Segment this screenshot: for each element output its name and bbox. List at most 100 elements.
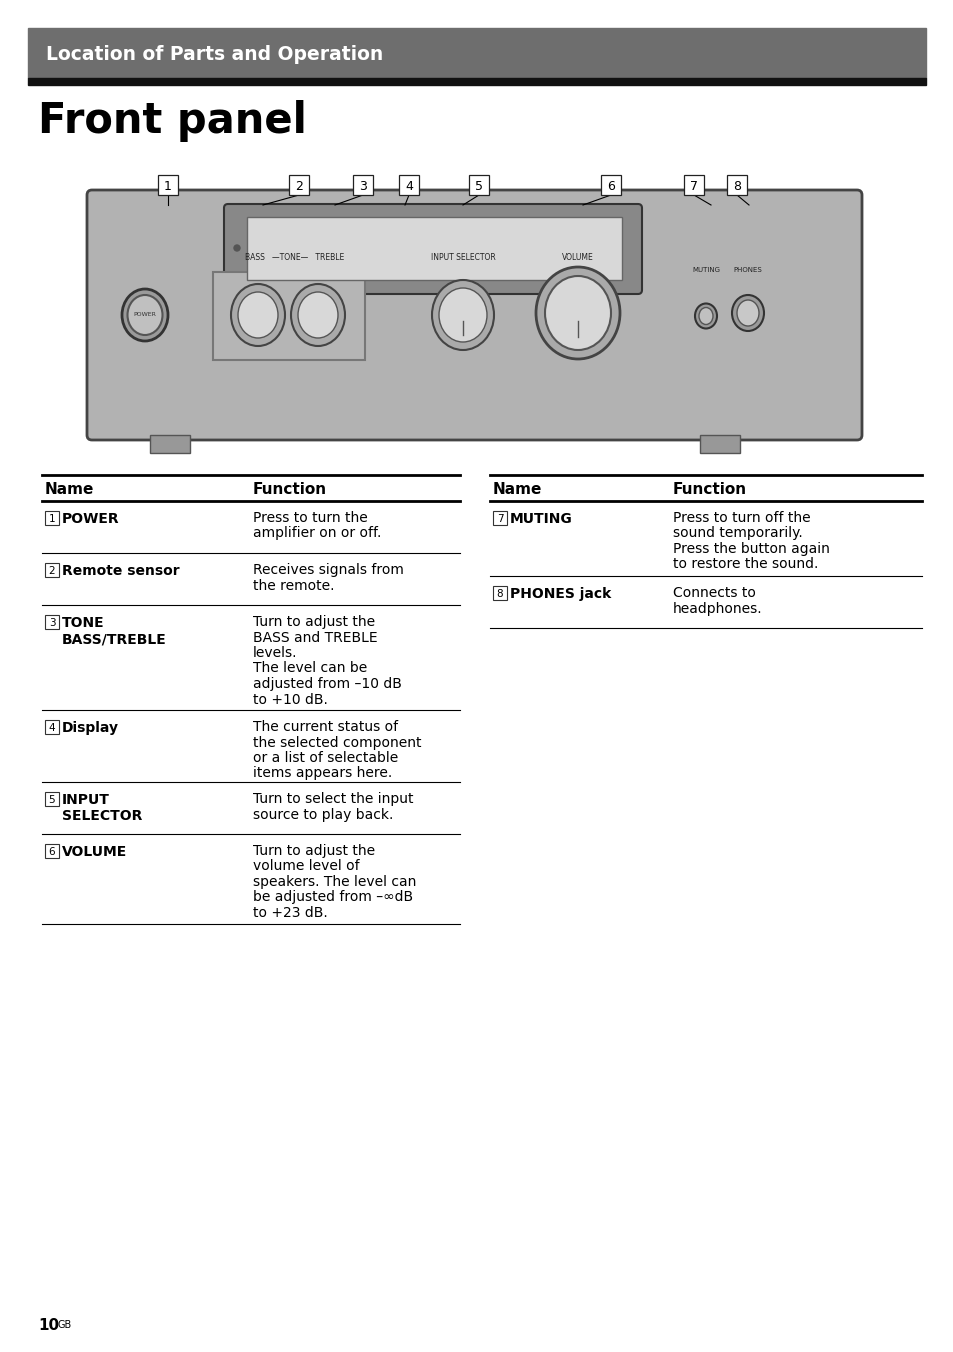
Text: 4: 4 [49, 723, 55, 733]
Bar [726, 174, 746, 195]
Text: VOLUME: VOLUME [561, 253, 594, 261]
Text: 2: 2 [49, 566, 55, 576]
Text: Display: Display [62, 721, 119, 735]
Bar [158, 174, 178, 195]
Text: POWER: POWER [133, 312, 156, 318]
Text: adjusted from –10 dB: adjusted from –10 dB [253, 677, 401, 691]
Bar [289, 174, 309, 195]
Ellipse shape [544, 276, 610, 350]
Text: levels.: levels. [253, 646, 297, 660]
Text: PHONES jack: PHONES jack [510, 587, 611, 602]
Text: 3: 3 [49, 618, 55, 627]
Ellipse shape [731, 295, 763, 331]
Text: Press to turn off the: Press to turn off the [672, 511, 810, 525]
Bar [213, 272, 365, 360]
Text: Front panel: Front panel [38, 100, 307, 142]
Text: Name: Name [493, 481, 542, 496]
Ellipse shape [231, 284, 285, 346]
Text: headphones.: headphones. [672, 602, 761, 615]
Text: Turn to adjust the: Turn to adjust the [253, 844, 375, 859]
Text: 7: 7 [689, 180, 698, 192]
Ellipse shape [291, 284, 345, 346]
Ellipse shape [128, 295, 162, 335]
Text: INPUT: INPUT [62, 794, 110, 807]
Ellipse shape [432, 280, 494, 350]
Text: 2: 2 [294, 180, 303, 192]
Circle shape [233, 245, 240, 251]
Text: Function: Function [672, 481, 746, 496]
Text: POWER: POWER [62, 512, 119, 526]
Ellipse shape [737, 300, 759, 326]
Text: Receives signals from: Receives signals from [253, 562, 403, 577]
Ellipse shape [699, 307, 712, 324]
Text: BASS and TREBLE: BASS and TREBLE [253, 630, 377, 645]
Text: The level can be: The level can be [253, 661, 367, 676]
Text: BASS   —TONE—   TREBLE: BASS —TONE— TREBLE [245, 253, 344, 261]
Text: speakers. The level can: speakers. The level can [253, 875, 416, 890]
Text: VOLUME: VOLUME [62, 845, 127, 859]
Text: to restore the sound.: to restore the sound. [672, 557, 818, 572]
Bar [45, 844, 59, 859]
Text: or a list of selectable: or a list of selectable [253, 750, 397, 765]
Ellipse shape [695, 303, 717, 329]
Ellipse shape [438, 288, 486, 342]
Bar [683, 174, 703, 195]
Text: volume level of: volume level of [253, 860, 359, 873]
Bar [28, 78, 925, 85]
Text: the selected component: the selected component [253, 735, 421, 749]
Ellipse shape [122, 289, 168, 341]
Text: GB: GB [58, 1320, 72, 1330]
Bar [28, 28, 925, 78]
Ellipse shape [237, 292, 277, 338]
Text: 8: 8 [497, 589, 503, 599]
Text: amplifier on or off.: amplifier on or off. [253, 526, 381, 541]
Text: the remote.: the remote. [253, 579, 335, 592]
Bar [150, 435, 190, 453]
Text: PHONES: PHONES [733, 266, 761, 273]
Bar [493, 511, 506, 525]
Bar [600, 174, 620, 195]
Text: MUTING: MUTING [510, 512, 572, 526]
Text: Function: Function [253, 481, 327, 496]
Text: 10: 10 [38, 1318, 59, 1333]
Text: 7: 7 [497, 514, 503, 525]
Text: The current status of: The current status of [253, 721, 397, 734]
Text: items appears here.: items appears here. [253, 767, 392, 780]
Text: Connects to: Connects to [672, 585, 755, 600]
Text: Name: Name [45, 481, 94, 496]
Text: 1: 1 [49, 514, 55, 525]
Text: Remote sensor: Remote sensor [62, 564, 179, 579]
Bar [45, 511, 59, 525]
Text: source to play back.: source to play back. [253, 807, 393, 822]
Bar [45, 562, 59, 577]
Text: Press to turn the: Press to turn the [253, 511, 367, 525]
Text: TONE: TONE [62, 617, 105, 630]
Text: INPUT SELECTOR: INPUT SELECTOR [430, 253, 495, 261]
Text: BASS/TREBLE: BASS/TREBLE [62, 633, 167, 646]
Text: 8: 8 [732, 180, 740, 192]
Text: Turn to select the input: Turn to select the input [253, 792, 413, 806]
Text: to +10 dB.: to +10 dB. [253, 692, 328, 707]
Text: SELECTOR: SELECTOR [62, 810, 142, 823]
Text: Press the button again: Press the button again [672, 542, 829, 556]
Bar [247, 218, 621, 280]
Text: 5: 5 [49, 795, 55, 804]
Text: to +23 dB.: to +23 dB. [253, 906, 328, 919]
Bar [45, 792, 59, 806]
Text: Turn to adjust the: Turn to adjust the [253, 615, 375, 629]
Text: 5: 5 [475, 180, 482, 192]
Bar [353, 174, 373, 195]
Text: 4: 4 [405, 180, 413, 192]
Bar [700, 435, 740, 453]
FancyBboxPatch shape [224, 204, 641, 293]
Ellipse shape [536, 266, 619, 360]
Text: be adjusted from –∞dB: be adjusted from –∞dB [253, 891, 413, 904]
Bar [398, 174, 418, 195]
Text: 1: 1 [164, 180, 172, 192]
Bar [469, 174, 489, 195]
Bar [45, 721, 59, 734]
FancyBboxPatch shape [87, 191, 862, 439]
Text: 3: 3 [358, 180, 367, 192]
Text: MUTING: MUTING [691, 266, 720, 273]
Text: 6: 6 [49, 846, 55, 857]
